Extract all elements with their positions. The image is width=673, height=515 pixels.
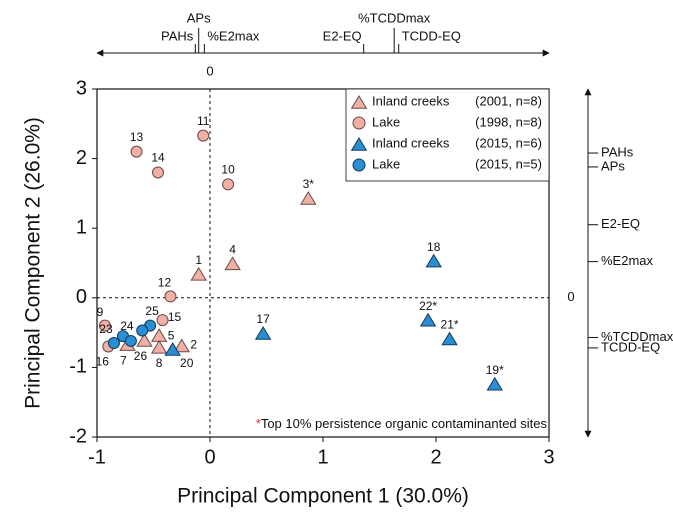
triangle-point (224, 256, 241, 271)
right-axis-label: %E2max (601, 253, 654, 268)
legend-marker (352, 158, 366, 172)
triangle-point (419, 312, 437, 327)
x-tick-label: 0 (204, 446, 215, 468)
point-label: 7 (120, 353, 127, 367)
right-axis-label: TCDD-EQ (601, 339, 660, 354)
point-label: 14 (151, 151, 165, 165)
legend-marker (350, 95, 368, 109)
right-axis-label: %TCDDmax (601, 329, 673, 344)
point-label: 26 (134, 349, 148, 363)
circle-point (222, 178, 235, 191)
legend-label: Lake (372, 114, 400, 129)
circle-point (164, 290, 177, 303)
point-label: 12 (158, 276, 172, 290)
legend-period: (2001, n=8) (475, 93, 542, 108)
circle-point (152, 166, 165, 179)
top-axis-label: %TCDDmax (358, 10, 431, 25)
point-label: 15 (168, 310, 182, 324)
legend-label: Lake (372, 156, 400, 171)
x-tick-label: 3 (543, 446, 554, 468)
point-label: 22* (419, 299, 437, 313)
point-label: 18 (427, 240, 441, 254)
point-label: 16 (96, 355, 110, 369)
point-label: 10 (221, 163, 235, 177)
triangle-point (425, 253, 442, 268)
x-tick-label: 2 (430, 446, 441, 468)
triangle-point (150, 339, 168, 354)
footnote: *Top 10% persistence organic contaminant… (256, 416, 548, 431)
point-label: 24 (120, 319, 134, 333)
circle-point (124, 334, 137, 347)
triangle-point (441, 331, 458, 346)
right-axis-label: APs (601, 158, 625, 173)
point-label: 20 (180, 356, 194, 370)
triangle-point (173, 338, 190, 353)
right-axis-label: E2-EQ (601, 216, 640, 231)
top-axis-label: PAHs (161, 28, 194, 43)
top-axis-label: E2-EQ (323, 28, 362, 43)
legend-period: (2015, n=5) (475, 156, 542, 171)
circle-point (197, 129, 210, 142)
legend-box (345, 88, 550, 182)
legend-marker (350, 137, 368, 151)
x-axis-title: Principal Component 1 (30.0%) (177, 485, 469, 508)
right-axis-label: PAHs (601, 144, 634, 159)
legend-marker (352, 116, 366, 130)
point-label: 13 (130, 130, 144, 144)
legend-period: (1998, n=8) (475, 114, 542, 129)
point-label: 2 (190, 338, 197, 352)
point-label: 5 (168, 328, 175, 342)
point-label: 3* (303, 177, 315, 191)
point-label: 1 (195, 253, 202, 267)
point-label: 9 (97, 305, 104, 319)
point-label: 21* (441, 318, 459, 332)
right-axis-zero: 0 (567, 289, 574, 304)
circle-point (156, 314, 169, 327)
triangle-point (486, 376, 503, 391)
point-label: 17 (256, 312, 270, 326)
triangle-point (190, 266, 207, 281)
triangle-point (136, 332, 153, 347)
y-axis-title: Principal Component 2 (26.0%) (22, 117, 45, 409)
top-axis-label: APs (187, 10, 211, 25)
top-axis-zero: 0 (206, 63, 213, 78)
triangle-point (150, 328, 168, 342)
legend-period: (2015, n=6) (475, 135, 542, 150)
circle-point (98, 319, 111, 332)
y-tick-label: -2 (69, 425, 87, 447)
top-axis-label: TCDD-EQ (402, 28, 461, 43)
triangle-point (300, 190, 317, 205)
point-label: 4 (229, 243, 236, 257)
point-label: 8 (156, 356, 163, 370)
circle-point (136, 324, 149, 337)
triangle-point (164, 342, 181, 356)
point-label: 23 (99, 322, 113, 336)
y-tick-label: 0 (76, 286, 87, 308)
y-tick-label: 2 (76, 147, 87, 169)
legend-label: Inland creeks (372, 93, 450, 108)
circle-point (130, 145, 143, 158)
point-label: 19* (486, 363, 504, 377)
y-tick-label: 1 (76, 216, 87, 238)
circle-point (107, 337, 120, 350)
x-tick-label: -1 (88, 446, 106, 468)
triangle-point (254, 326, 272, 340)
point-label: 25 (145, 304, 159, 318)
y-tick-label: 3 (76, 77, 87, 99)
x-tick-label: 1 (317, 446, 328, 468)
point-label: 11 (197, 114, 210, 128)
y-tick-label: -1 (69, 356, 87, 378)
legend-label: Inland creeks (372, 135, 450, 150)
top-axis-label: %E2max (207, 28, 260, 43)
